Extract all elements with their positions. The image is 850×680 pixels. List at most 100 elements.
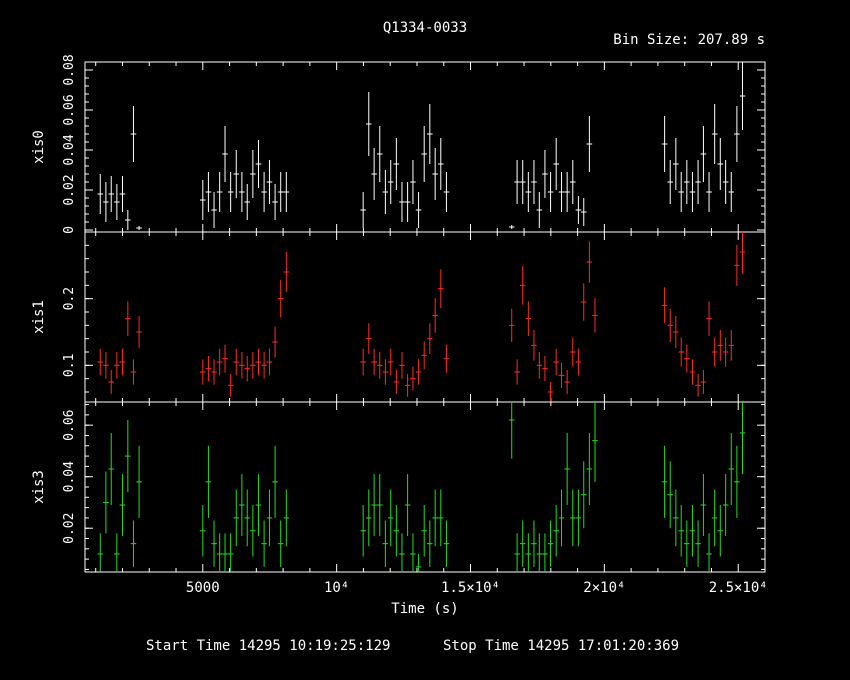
- stop-time-label: Stop Time 14295 17:01:20:369: [443, 638, 679, 654]
- data-point: [255, 348, 262, 376]
- data-point: [706, 172, 712, 212]
- x-tick-label: 2×10⁴: [583, 580, 625, 596]
- data-point: [103, 352, 109, 379]
- data-point: [592, 402, 598, 482]
- data-point: [376, 126, 383, 182]
- data-point: [706, 533, 712, 572]
- data-point: [558, 362, 565, 388]
- data-point: [514, 160, 520, 204]
- data-point: [114, 184, 120, 220]
- data-point: [387, 160, 394, 204]
- data-point: [233, 150, 240, 198]
- data-point: [514, 359, 520, 385]
- data-point: [125, 210, 131, 230]
- data-point: [371, 348, 377, 376]
- data-point: [266, 348, 273, 376]
- data-point: [575, 348, 582, 376]
- data-point: [399, 182, 405, 222]
- data-point: [255, 474, 262, 536]
- data-point: [244, 489, 251, 547]
- panel-xis0: 0 0.02 0.04 0.06 0.08 xis0: [31, 54, 766, 234]
- data-point: [277, 172, 284, 212]
- data-point: [382, 359, 389, 385]
- data-point: [277, 520, 284, 567]
- data-point: [415, 359, 422, 385]
- data-point: [734, 445, 740, 518]
- data-point: [244, 356, 251, 382]
- data-point: [553, 348, 559, 376]
- data-point: [399, 352, 405, 379]
- data-point: [542, 356, 548, 382]
- data-point: [592, 298, 598, 333]
- data-point: [673, 489, 679, 547]
- data-point: [711, 337, 718, 367]
- y-tick-label: 0.06: [62, 410, 77, 441]
- data-point: [519, 266, 526, 305]
- x-axis-label: Time (s): [391, 601, 458, 617]
- data-point: [443, 344, 450, 373]
- data-point: [580, 198, 587, 226]
- data-point: [205, 356, 212, 382]
- data-point: [410, 533, 416, 572]
- data-point: [272, 184, 278, 220]
- data-point: [438, 489, 444, 547]
- data-point: [438, 269, 444, 308]
- data-point: [233, 348, 240, 376]
- data-point: [695, 520, 701, 567]
- data-point: [432, 148, 438, 200]
- data-point: [717, 138, 724, 190]
- data-point: [266, 160, 273, 204]
- data-point: [130, 520, 137, 567]
- data-point: [97, 348, 104, 376]
- data-point: [739, 232, 746, 274]
- data-point: [119, 474, 126, 536]
- data-point: [689, 172, 696, 212]
- data-point: [382, 520, 389, 567]
- data-point: [558, 489, 565, 547]
- data-point: [97, 533, 104, 572]
- data-point: [728, 432, 735, 506]
- data-point: [684, 520, 690, 567]
- data-point: [427, 104, 433, 164]
- data-point: [558, 172, 565, 212]
- data-point: [536, 352, 543, 379]
- data-point: [216, 348, 223, 376]
- data-point: [283, 172, 290, 212]
- data-point: [211, 359, 217, 385]
- data-point: [695, 160, 701, 204]
- data-point: [547, 520, 554, 567]
- data-point: [443, 520, 450, 567]
- data-point: [250, 505, 256, 557]
- data-point: [700, 474, 707, 536]
- y-tick-label: 0.02: [62, 513, 77, 544]
- data-point: [399, 533, 405, 572]
- data-point: [404, 374, 411, 397]
- data-point: [371, 474, 377, 536]
- data-point: [250, 352, 256, 379]
- data-point: [564, 432, 570, 506]
- y-tick-label: 0: [62, 226, 77, 234]
- data-point: [404, 182, 411, 222]
- data-point: [722, 337, 729, 367]
- data-point: [711, 104, 718, 164]
- data-point: [438, 138, 444, 190]
- data-point: [119, 348, 126, 376]
- data-point: [222, 344, 228, 373]
- data-point: [661, 445, 668, 518]
- bin-size-label: Bin Size: 207.89 s: [613, 32, 765, 48]
- data-point: [103, 471, 109, 534]
- data-point: [525, 533, 532, 572]
- data-point: [272, 326, 278, 358]
- data-point: [393, 138, 400, 190]
- data-point: [508, 308, 515, 342]
- data-point: [580, 283, 587, 321]
- data-point: [432, 489, 438, 547]
- data-point: [569, 160, 576, 204]
- data-point: [365, 489, 372, 547]
- data-point: [722, 474, 729, 536]
- data-point: [667, 461, 674, 529]
- data-point: [371, 148, 377, 200]
- data-point: [200, 505, 206, 557]
- y-axis-label: xis3: [31, 470, 47, 504]
- data-point: [393, 505, 400, 557]
